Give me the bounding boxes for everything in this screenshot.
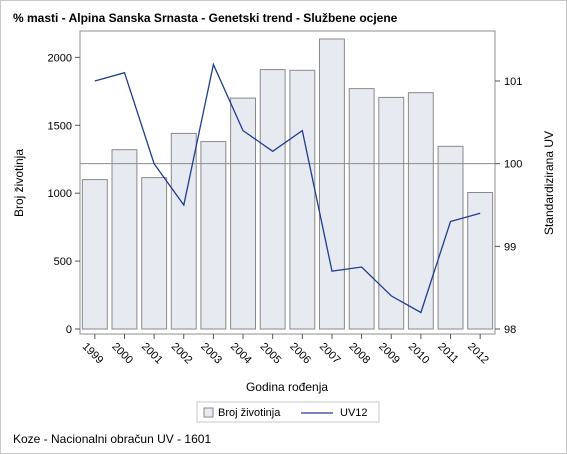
bar-2005	[259, 69, 286, 330]
legend-line-label: UV12	[340, 407, 368, 419]
x-tick-label-2003: 2003	[198, 341, 224, 367]
x-tick-label-1999: 1999	[80, 341, 106, 367]
bar-2006	[289, 69, 316, 330]
y-axis-label: Broj životinja	[12, 149, 26, 217]
bar-2009	[378, 96, 405, 330]
x-tick-label-2006: 2006	[287, 341, 313, 367]
bar-2003	[200, 141, 227, 330]
x-tick-label-2007: 2007	[317, 341, 343, 367]
bar-2007	[319, 38, 345, 330]
bar-2011	[437, 145, 464, 330]
x-tick-label-2001: 2001	[139, 341, 165, 367]
y2-tick-label-98: 98	[504, 324, 516, 336]
legend-box	[196, 401, 380, 423]
bar-1999	[81, 179, 108, 330]
footnote: Koze - Nacionalni obračun UV - 1601	[13, 432, 211, 446]
x-tick-label-2005: 2005	[258, 341, 284, 367]
x-tick-label-2010: 2010	[406, 341, 432, 367]
y2-tick-label-99: 99	[504, 241, 516, 253]
bar-2012	[467, 192, 494, 330]
y2-axis-label: Standardizirana UV	[542, 131, 556, 235]
y-tick-label-1500: 1500	[48, 120, 72, 132]
y2-tick-label-101: 101	[504, 76, 522, 88]
x-axis-label: Godina rođenja	[246, 380, 328, 394]
x-tick-label-2004: 2004	[228, 341, 254, 367]
bar-2010	[407, 92, 434, 330]
x-tick-label-2000: 2000	[109, 341, 135, 367]
y-tick-label-2000: 2000	[48, 52, 72, 64]
y-tick-label-1000: 1000	[48, 188, 72, 200]
legend: Broj životinja UV12	[196, 401, 380, 423]
chart-title: % masti - Alpina Sanska Srnasta - Genets…	[13, 11, 398, 25]
legend-bar-swatch	[203, 407, 214, 418]
y-tick-label-500: 500	[54, 256, 72, 268]
x-tick-label-2002: 2002	[169, 341, 195, 367]
bar-2004	[230, 97, 257, 330]
bar-2008	[348, 88, 375, 330]
legend-bar-label: Broj životinja	[218, 407, 281, 419]
x-tick-label-2011: 2011	[435, 341, 460, 366]
bar-2001	[141, 177, 168, 330]
x-tick-label-2012: 2012	[465, 341, 491, 367]
uv12-line	[94, 62, 481, 314]
x-tick-label-2009: 2009	[376, 341, 402, 367]
x-tick-label-2008: 2008	[346, 341, 372, 367]
bar-2000	[111, 149, 138, 330]
y2-tick-label-100: 100	[504, 159, 522, 171]
y-tick-label-0: 0	[66, 324, 72, 336]
